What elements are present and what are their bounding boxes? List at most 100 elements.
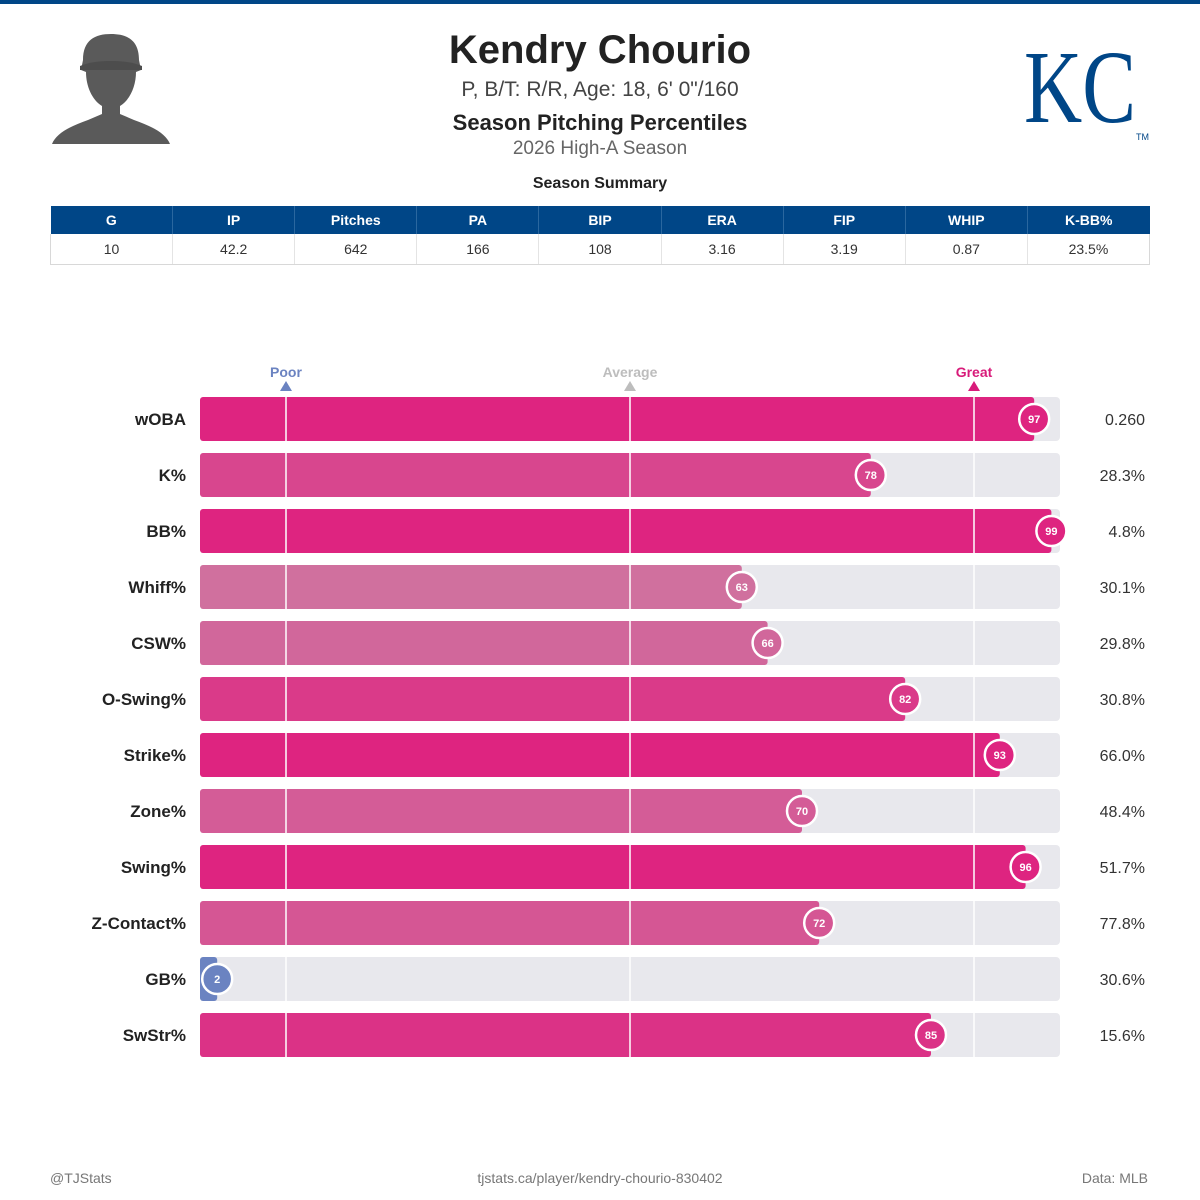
percentile-value: 97 xyxy=(1028,414,1040,426)
summary-header-cell: G xyxy=(50,206,174,234)
metric-label: Whiff% xyxy=(128,578,186,597)
percentile-bar xyxy=(200,509,1052,553)
metric-label: K% xyxy=(159,466,186,485)
percentile-value: 72 xyxy=(813,918,825,930)
summary-header-cell: PA xyxy=(416,206,540,234)
metric-value: 28.3% xyxy=(1100,468,1145,485)
percentile-value: 99 xyxy=(1045,526,1057,538)
metric-label: BB% xyxy=(146,522,186,541)
metric-value: 30.6% xyxy=(1100,972,1145,989)
percentile-value: 2 xyxy=(214,974,220,986)
percentile-badge xyxy=(200,962,234,996)
summary-value-cell: 3.19 xyxy=(783,234,906,265)
percentile-value: 82 xyxy=(899,694,911,706)
percentile-badge xyxy=(983,738,1017,772)
metric-value: 48.4% xyxy=(1100,804,1145,821)
metric-label: wOBA xyxy=(134,410,186,429)
summary-value-cell: 0.87 xyxy=(905,234,1028,265)
percentile-bar xyxy=(200,397,1035,441)
trademark-label: TM xyxy=(1136,132,1149,142)
percentile-badge xyxy=(751,626,784,660)
top-rule xyxy=(0,0,1200,4)
scale-marker-icon xyxy=(280,381,292,391)
percentile-badge xyxy=(1017,402,1051,436)
percentile-bar xyxy=(200,733,1000,777)
team-logo: KC TM xyxy=(1024,30,1149,145)
percentile-badge xyxy=(1035,514,1068,548)
percentile-bar xyxy=(200,621,768,665)
percentile-badge xyxy=(725,570,759,604)
summary-header-cell: BIP xyxy=(538,206,662,234)
summary-header-cell: ERA xyxy=(661,206,784,234)
metric-value: 66.0% xyxy=(1100,748,1145,765)
metric-value: 0.260 xyxy=(1105,412,1145,429)
percentile-bar xyxy=(200,789,802,833)
percentile-badge xyxy=(785,794,819,828)
percentile-bar xyxy=(200,901,820,945)
footer-url[interactable]: tjstats.ca/player/kendry-chourio-830402 xyxy=(477,1170,723,1186)
percentile-badge xyxy=(888,682,922,716)
percentile-value: 70 xyxy=(796,806,808,818)
summary-header-row: G IP Pitches PA BIP ERA FIP WHIP K-BB% xyxy=(50,206,1150,234)
metric-label: Z-Contact% xyxy=(92,914,186,933)
percentile-badge xyxy=(854,458,888,492)
summary-value-cell: 166 xyxy=(416,234,540,265)
player-name: Kendry Chourio xyxy=(448,28,752,72)
metric-label: SwStr% xyxy=(123,1026,186,1045)
summary-title: Season Summary xyxy=(532,175,668,192)
summary-value-cell: 42.2 xyxy=(172,234,296,265)
scale-label: Poor xyxy=(270,364,302,380)
metric-label: CSW% xyxy=(131,634,186,653)
percentile-bar xyxy=(200,1013,931,1057)
metric-label: Swing% xyxy=(121,858,186,877)
percentile-chart: Poor Average Great wOBA 97 0.260 K% 78 28.3% BB% 9… xyxy=(92,364,1145,1057)
percentile-badge xyxy=(802,906,836,940)
percentile-bar xyxy=(200,565,742,609)
metric-label: GB% xyxy=(145,970,186,989)
player-silhouette-icon xyxy=(52,34,170,144)
summary-value-cell: 108 xyxy=(538,234,662,265)
metric-label: Strike% xyxy=(124,746,186,765)
metric-label: Zone% xyxy=(130,802,186,821)
report-subtitle: 2026 High-A Season xyxy=(512,138,688,159)
metric-value: 4.8% xyxy=(1109,524,1145,541)
summary-value-row: 10 42.2 642 166 108 3.16 3.19 0.87 23.5% xyxy=(49,234,1151,265)
metric-value: 30.8% xyxy=(1100,692,1145,709)
percentile-value: 85 xyxy=(925,1030,937,1042)
metric-value: 30.1% xyxy=(1100,580,1145,597)
summary-table: G IP Pitches PA BIP ERA FIP WHIP K-BB% 1… xyxy=(49,206,1151,265)
scale-label: Great xyxy=(956,364,993,380)
percentile-badge xyxy=(914,1018,948,1052)
metric-value: 51.7% xyxy=(1100,860,1145,877)
footer-handle: @TJStats xyxy=(50,1170,112,1186)
percentile-value: 63 xyxy=(736,582,748,594)
summary-value-cell: 23.5% xyxy=(1027,234,1151,265)
percentile-bar xyxy=(200,453,871,497)
team-logo-text: KC xyxy=(1024,30,1136,145)
summary-header-cell: FIP xyxy=(783,206,906,234)
summary-header-cell: WHIP xyxy=(905,206,1028,234)
percentile-value: 96 xyxy=(1019,862,1031,874)
scale-label: Average xyxy=(603,364,658,380)
footer-source: Data: MLB xyxy=(1081,1170,1148,1186)
summary-header-cell: K-BB% xyxy=(1027,206,1150,234)
summary-value-cell: 3.16 xyxy=(661,234,784,265)
summary-value-cell: 10 xyxy=(49,234,174,265)
scale-marker-icon xyxy=(968,381,980,391)
scale-marker-icon xyxy=(624,381,636,391)
summary-value-cell: 642 xyxy=(294,234,418,265)
metric-label: O-Swing% xyxy=(102,690,186,709)
percentile-value: 66 xyxy=(761,638,773,650)
player-bio: P, B/T: R/R, Age: 18, 6' 0"/160 xyxy=(461,78,739,101)
summary-header-cell: Pitches xyxy=(294,206,418,234)
metric-value: 15.6% xyxy=(1100,1028,1145,1045)
percentile-value: 78 xyxy=(865,470,877,482)
summary-header-cell: IP xyxy=(172,206,296,234)
report-title: Season Pitching Percentiles xyxy=(452,110,748,135)
metric-value: 77.8% xyxy=(1100,916,1145,933)
percentile-bar xyxy=(200,677,906,721)
metric-value: 29.8% xyxy=(1100,636,1145,653)
percentile-bar xyxy=(200,845,1026,889)
percentile-value: 93 xyxy=(994,750,1006,762)
percentile-badge xyxy=(1009,850,1042,884)
